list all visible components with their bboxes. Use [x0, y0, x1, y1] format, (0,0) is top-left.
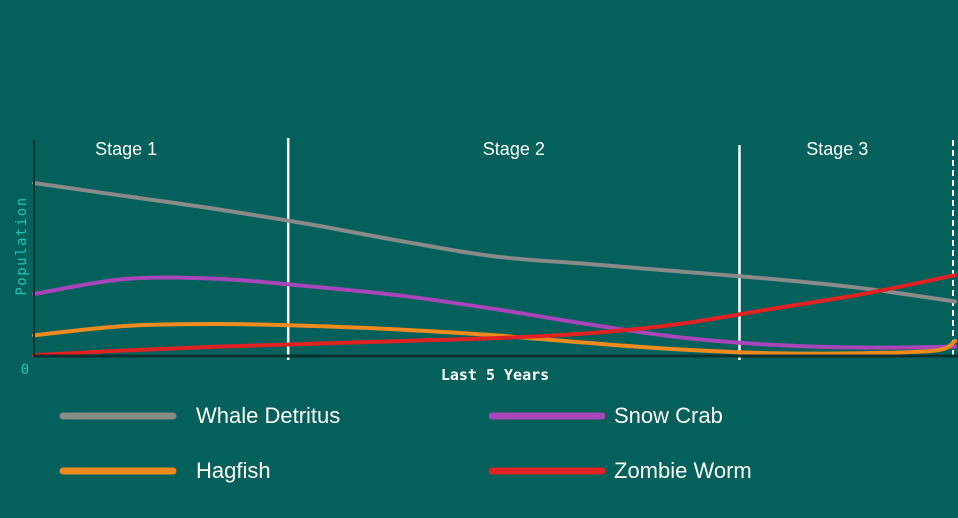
series-line-zombie-worm: [32, 273, 957, 358]
axes: Population 0 Last 5 Years: [14, 140, 958, 384]
stage-label-1: Stage 1: [95, 139, 157, 159]
legend-item-hagfish: Hagfish: [59, 458, 271, 483]
legend: Whale Detritus Snow Crab Hagfish Zombie Wor…: [59, 403, 752, 483]
series-line-whale-detritus: [32, 181, 957, 304]
legend-label-snow-crab: Snow Crab: [614, 403, 723, 428]
series-lines: [32, 181, 957, 358]
x-axis-label: Last 5 Years: [441, 366, 549, 384]
origin-label: 0: [21, 362, 29, 378]
stage-dividers: Stage 1 Stage 2 Stage 3: [95, 138, 954, 360]
stage-label-2: Stage 2: [483, 139, 545, 159]
legend-label-hagfish: Hagfish: [196, 458, 271, 483]
stage-label-3: Stage 3: [806, 139, 868, 159]
y-axis-label: Population: [14, 196, 30, 295]
legend-item-whale-detritus: Whale Detritus: [59, 403, 340, 428]
legend-label-whale-detritus: Whale Detritus: [196, 403, 340, 428]
legend-item-zombie-worm: Zombie Worm: [488, 458, 752, 483]
legend-label-zombie-worm: Zombie Worm: [614, 458, 752, 483]
legend-item-snow-crab: Snow Crab: [488, 403, 723, 428]
series-line-snow-crab: [32, 275, 957, 350]
